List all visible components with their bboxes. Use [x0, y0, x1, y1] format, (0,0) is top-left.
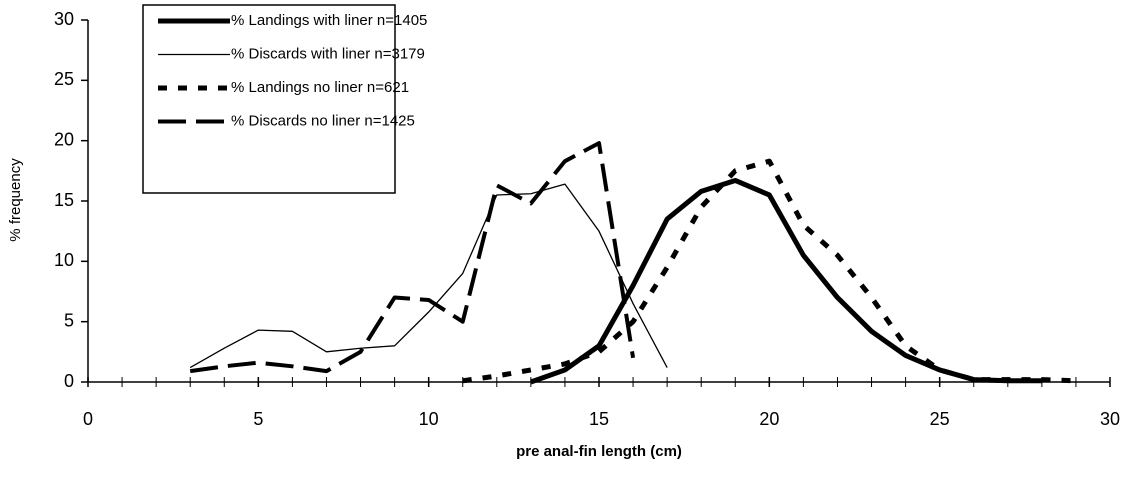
series-line: [189, 183, 668, 369]
legend-label: % Discards no liner n=1425: [231, 112, 415, 129]
legend-label: % Discards with liner n=3179: [231, 45, 425, 62]
legend-box: [142, 4, 396, 194]
x-tick-label: 5: [253, 409, 263, 429]
x-tick-label: 15: [589, 409, 609, 429]
x-tick-label: 25: [930, 409, 950, 429]
y-tick-label: 15: [54, 190, 74, 210]
x-tick-label: 0: [83, 409, 93, 429]
x-tick-label: 20: [759, 409, 779, 429]
y-axis-title: % frequency: [7, 158, 24, 242]
legend-label: % Landings with liner n=1405: [231, 12, 427, 29]
legend-label: % Landings no liner n=621: [231, 79, 409, 96]
series-line: [530, 177, 1042, 385]
y-tick-label: 30: [54, 9, 74, 29]
x-axis-title: pre anal-fin length (cm): [516, 443, 682, 460]
y-tick-label: 0: [64, 371, 74, 391]
y-tick-label: 5: [64, 310, 74, 330]
y-tick-label: 25: [54, 69, 74, 89]
y-tick-label: 20: [54, 129, 74, 149]
x-tick-label: 10: [419, 409, 439, 429]
y-tick-label: 10: [54, 250, 74, 270]
x-tick-label: 30: [1100, 409, 1120, 429]
series-line: [189, 141, 636, 374]
series-line: [462, 158, 1077, 384]
